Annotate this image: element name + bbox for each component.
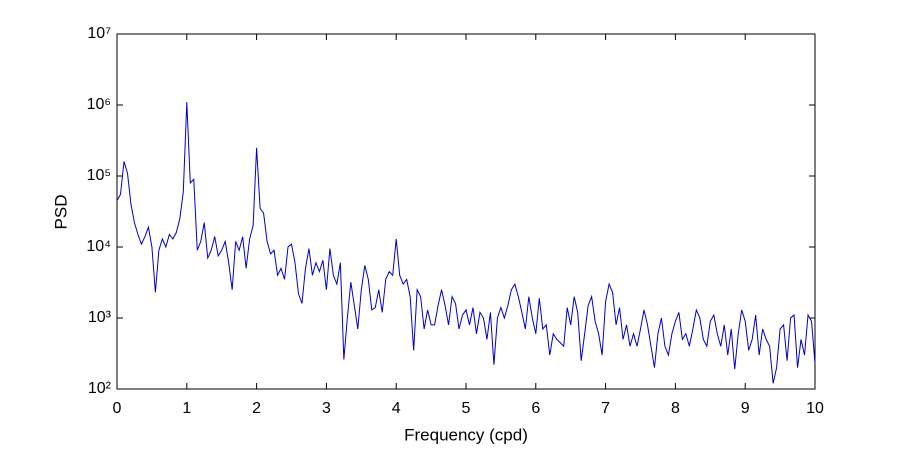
x-tick-label: 0 (113, 400, 122, 417)
x-tick-label: 1 (182, 400, 191, 417)
x-tick-label: 4 (392, 400, 401, 417)
x-tick-label: 8 (671, 400, 680, 417)
y-tick-label: 10⁴ (86, 238, 111, 255)
x-tick-label: 6 (531, 400, 540, 417)
psd-line (116, 102, 816, 384)
plot-frame (116, 33, 816, 390)
x-tick-label: 5 (462, 400, 471, 417)
x-tick-label: 2 (252, 400, 261, 417)
y-tick-label: 10² (88, 380, 112, 397)
x-tick-label: 3 (322, 400, 331, 417)
x-tick-label: 7 (601, 400, 610, 417)
x-tick-label: 10 (806, 400, 824, 417)
y-tick-label: 10⁶ (87, 96, 111, 113)
y-tick-label: 10⁵ (87, 167, 111, 184)
y-tick-label: 10³ (88, 309, 112, 326)
x-tick-label: 9 (741, 400, 750, 417)
x-axis-label: Frequency (cpd) (404, 425, 528, 444)
y-tick-label: 10⁷ (87, 25, 111, 42)
y-axis-label: PSD (51, 195, 70, 230)
